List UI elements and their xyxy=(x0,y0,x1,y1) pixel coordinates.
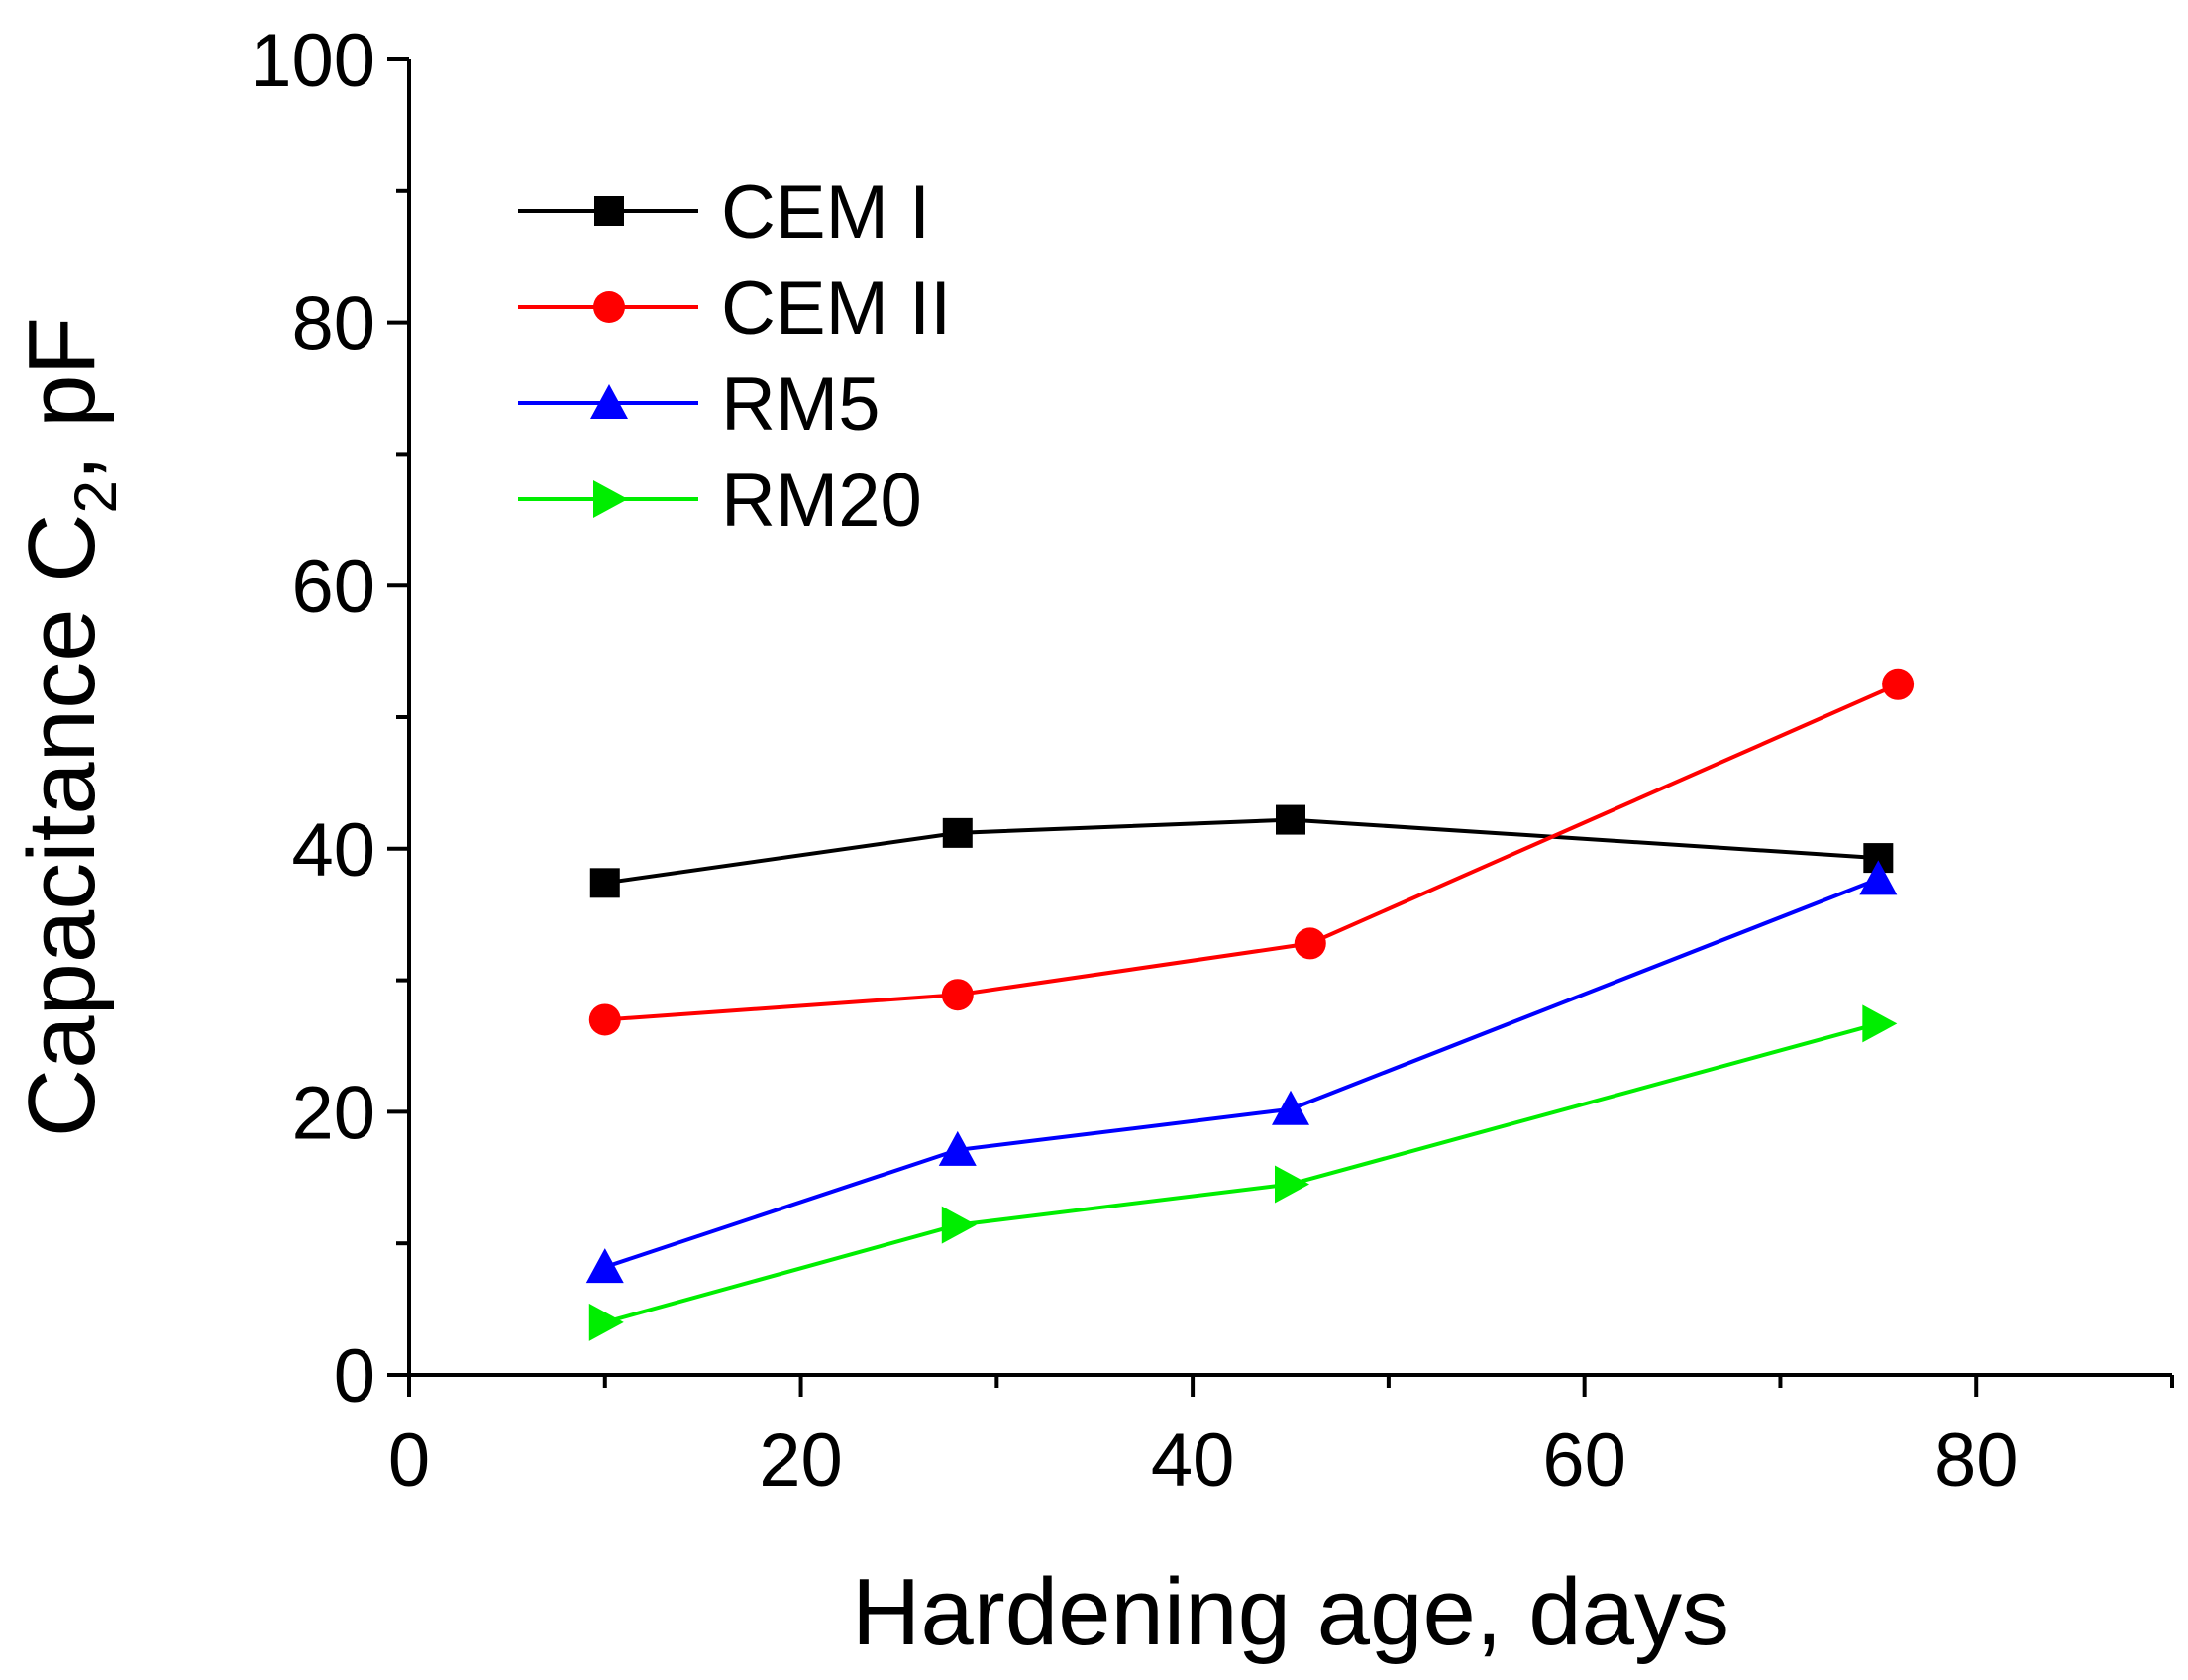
data-point-cem-ii xyxy=(1882,668,1915,700)
series-cem-i xyxy=(589,804,1894,898)
x-tick-label: 20 xyxy=(759,1418,843,1503)
data-point-rm5 xyxy=(938,1130,977,1166)
legend: CEM I CEM II RM5 RM20 xyxy=(518,170,951,543)
y-tick-label: 0 xyxy=(334,1334,375,1418)
data-point-rm5 xyxy=(585,1248,624,1284)
legend-item-cem-ii: CEM II xyxy=(518,266,951,351)
x-tick-label: 60 xyxy=(1542,1418,1626,1503)
ticks: 0 20 40 60 80 0 20 40 60 80 100 xyxy=(250,19,2174,1503)
series-line-rm5 xyxy=(604,877,1880,1270)
data-point-cem-ii xyxy=(588,1003,621,1036)
series-line-cem-i xyxy=(604,817,1879,886)
data-point-cem-i xyxy=(1276,804,1305,835)
legend-marker-cem-ii xyxy=(593,291,625,323)
data-point-cem-ii xyxy=(1294,927,1326,960)
y-tick-label: 60 xyxy=(291,545,375,629)
data-point-rm20 xyxy=(1862,1004,1898,1043)
series-rm20 xyxy=(588,1004,1898,1341)
series-layer xyxy=(585,668,1915,1341)
x-tick-label: 40 xyxy=(1151,1418,1235,1503)
legend-label-cem-i: CEM I xyxy=(721,170,930,255)
x-tick-label: 0 xyxy=(388,1418,430,1503)
legend-item-rm5: RM5 xyxy=(518,363,880,447)
legend-item-rm20: RM20 xyxy=(518,459,922,543)
data-point-rm5 xyxy=(1859,860,1898,895)
legend-label-cem-ii: CEM II xyxy=(721,266,951,351)
y-tick-label: 40 xyxy=(291,808,375,892)
data-point-rm20 xyxy=(1275,1165,1309,1204)
x-tick-label: 80 xyxy=(1934,1418,2019,1503)
data-point-cem-ii xyxy=(941,979,974,1011)
data-point-rm5 xyxy=(1272,1090,1309,1125)
data-point-rm20 xyxy=(941,1206,977,1244)
series-cem-ii xyxy=(588,668,1915,1036)
series-rm5 xyxy=(585,860,1898,1284)
series-line-rm20 xyxy=(604,1021,1879,1324)
data-point-cem-i xyxy=(942,817,973,848)
y-axis-title-subscript: 2 xyxy=(62,480,129,513)
y-tick-label: 80 xyxy=(291,282,375,367)
y-axis-title: Capacitance C2, pF xyxy=(9,317,129,1137)
legend-marker-rm5 xyxy=(590,384,628,419)
y-tick-label: 100 xyxy=(250,19,375,103)
legend-label-rm20: RM20 xyxy=(721,459,922,543)
y-axis-title-main: Capacitance C xyxy=(9,514,115,1138)
legend-marker-rm20 xyxy=(593,480,628,518)
series-line-cem-ii xyxy=(604,682,1899,1022)
legend-marker-cem-i xyxy=(594,196,624,226)
data-point-rm20 xyxy=(588,1303,624,1341)
legend-item-cem-i: CEM I xyxy=(518,170,930,255)
data-point-cem-i xyxy=(589,868,620,898)
legend-label-rm5: RM5 xyxy=(721,363,880,447)
y-tick-label: 20 xyxy=(291,1071,375,1155)
y-axis-title-suffix: , pF xyxy=(9,317,115,480)
x-axis-title: Hardening age, days xyxy=(852,1559,1729,1665)
